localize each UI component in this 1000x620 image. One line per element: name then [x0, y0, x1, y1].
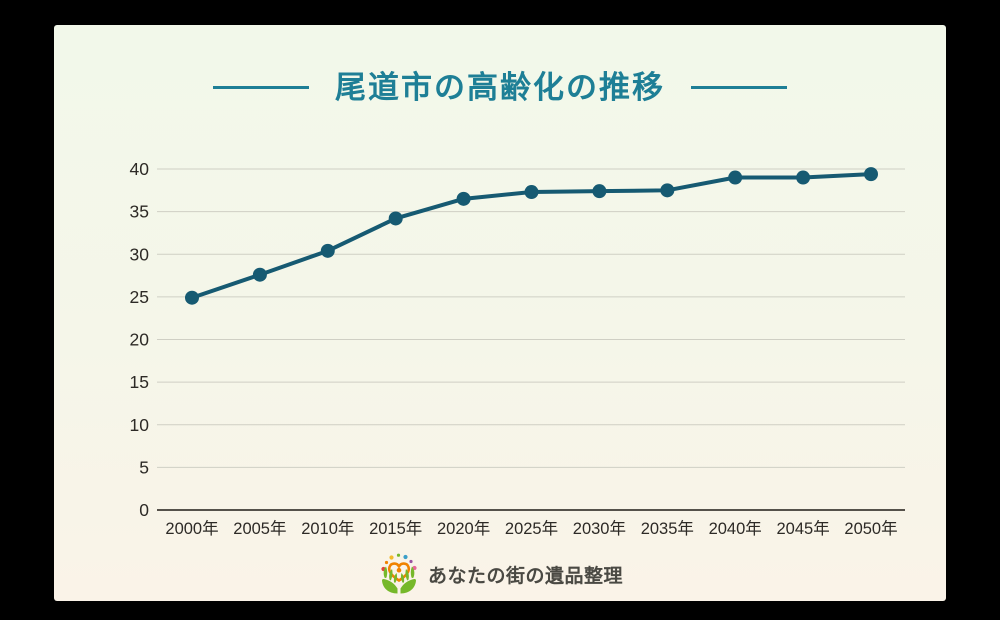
title-dash-left [213, 86, 309, 90]
logo-dot [389, 555, 394, 560]
data-point [185, 290, 199, 305]
data-point [660, 183, 675, 198]
data-point [456, 191, 471, 206]
x-tick-label: 2025年 [505, 519, 558, 538]
line-chart: 0 5 10 15 20 25 30 35 40 2000年 2005年 2010年 2015年 2020… [130, 159, 905, 538]
y-tick-label: 30 [130, 244, 150, 264]
data-point [796, 170, 811, 185]
x-tick-label: 2000年 [165, 519, 218, 538]
x-tick-label: 2005年 [233, 519, 286, 538]
chart-title: 尾道市の高齢化の推移 [335, 70, 665, 105]
logo-hand-right [400, 566, 416, 594]
data-point [728, 170, 743, 185]
x-tick-label: 2040年 [709, 519, 762, 538]
y-tick-label: 5 [139, 457, 149, 477]
logo-heart [387, 562, 411, 583]
y-tick-label: 25 [130, 287, 149, 307]
x-tick-label: 2010年 [301, 519, 354, 538]
data-point [388, 211, 403, 226]
logo-dot [409, 559, 413, 564]
logo-dot [403, 554, 408, 560]
logo-dot [396, 553, 401, 557]
y-tick-label: 0 [139, 500, 149, 520]
y-tick-label: 40 [130, 159, 150, 179]
logo-person-head [396, 567, 402, 573]
x-tick-label: 2050年 [844, 519, 897, 538]
chart-card: 尾道市の高齢化の推移 0 5 10 15 20 25 30 35 40 2000年 2005年 201… [54, 25, 946, 601]
title-dash-right [691, 86, 787, 90]
data-point [320, 243, 335, 258]
data-point [592, 184, 607, 199]
y-tick-label: 20 [130, 330, 150, 350]
logo-hand-left [381, 566, 398, 594]
hands-heart-logo-icon [381, 553, 417, 594]
data-point [864, 167, 878, 182]
x-tick-label: 2015年 [369, 519, 422, 538]
logo-text: あなたの街の遺品整理 [427, 565, 623, 587]
y-tick-label: 15 [130, 372, 149, 392]
data-point [252, 267, 267, 282]
x-tick-label: 2030年 [573, 519, 626, 538]
data-point [524, 185, 539, 200]
x-tick-label: 2035年 [641, 519, 694, 538]
y-tick-label: 35 [130, 202, 149, 222]
logo-dot [384, 560, 389, 565]
title-row: 尾道市の高齢化の推移 [54, 69, 946, 106]
x-tick-label: 2045年 [776, 519, 829, 538]
footer-logo: あなたの街の遺品整理 [54, 552, 946, 596]
y-tick-label: 10 [130, 415, 150, 435]
x-tick-label: 2020年 [437, 519, 490, 538]
